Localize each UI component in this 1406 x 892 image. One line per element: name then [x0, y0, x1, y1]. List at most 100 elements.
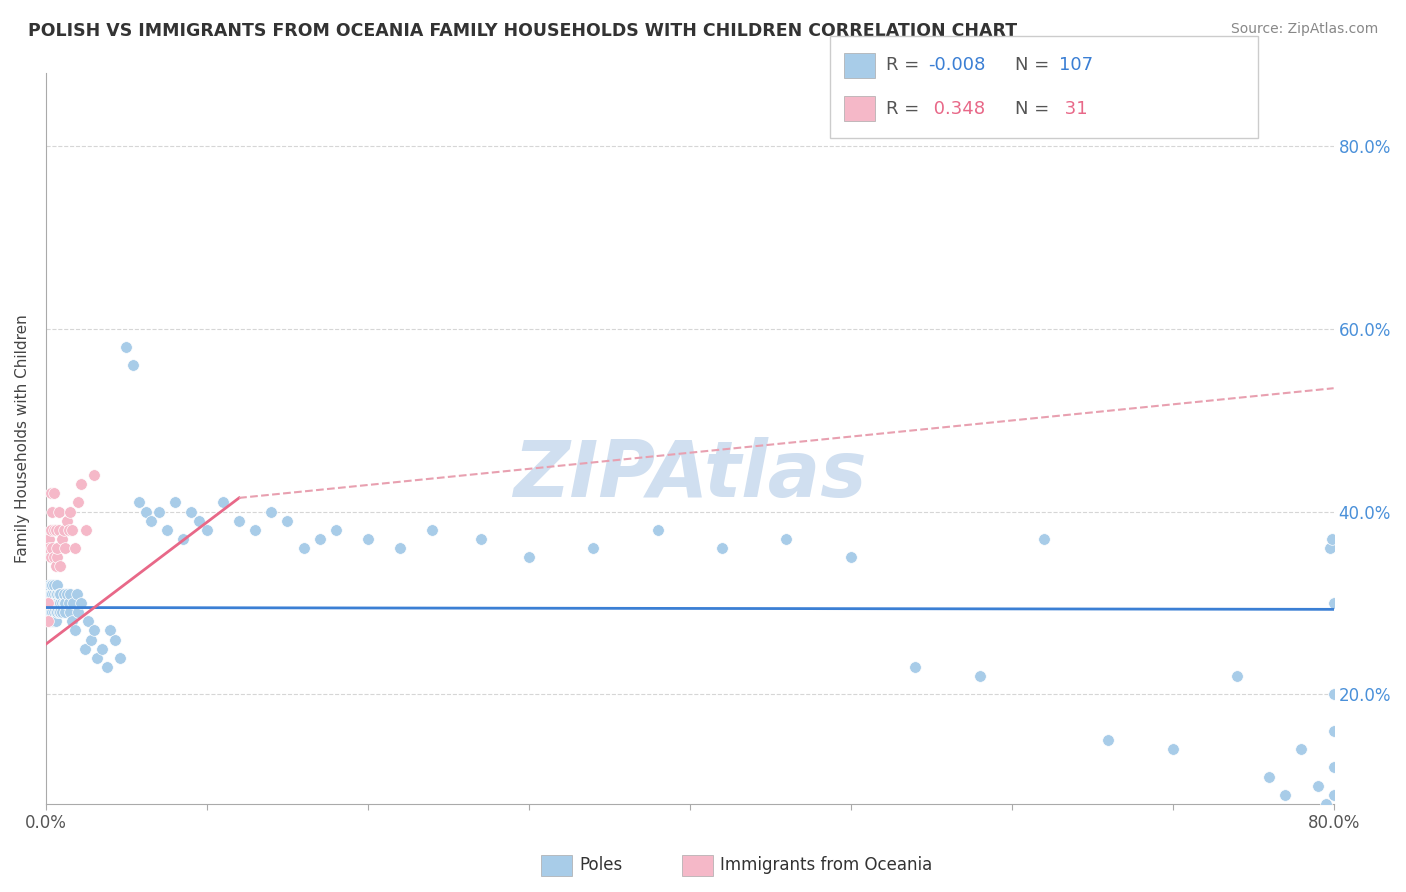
- Text: 107: 107: [1059, 56, 1092, 74]
- Point: [59, 605, 82, 619]
- Point: [37, 596, 59, 610]
- Point: [1291, 742, 1313, 756]
- Point: [775, 532, 797, 546]
- Point: [115, 340, 138, 354]
- Point: [65, 587, 87, 601]
- Point: [39, 596, 62, 610]
- Point: [1323, 687, 1346, 701]
- Point: [1323, 788, 1346, 802]
- Point: [45, 596, 67, 610]
- Point: [1315, 797, 1337, 811]
- Point: [212, 495, 235, 509]
- Point: [1323, 723, 1346, 738]
- Point: [42, 523, 65, 537]
- Point: [48, 587, 70, 601]
- Point: [517, 550, 540, 565]
- Point: [41, 596, 63, 610]
- Point: [91, 641, 114, 656]
- Point: [1323, 760, 1346, 774]
- Point: [80, 632, 103, 647]
- Point: [70, 596, 93, 610]
- Text: 31: 31: [1059, 100, 1087, 118]
- Point: [1274, 788, 1296, 802]
- Point: [53, 605, 76, 619]
- Point: [45, 614, 67, 628]
- Text: R =: R =: [886, 100, 925, 118]
- Point: [49, 605, 72, 619]
- Point: [59, 505, 82, 519]
- Point: [48, 505, 70, 519]
- Point: [62, 596, 84, 610]
- Point: [51, 596, 73, 610]
- Point: [39, 605, 62, 619]
- Point: [1258, 770, 1281, 784]
- Point: [647, 523, 669, 537]
- Point: [38, 596, 60, 610]
- Point: [41, 541, 63, 555]
- Point: [108, 650, 131, 665]
- Point: [139, 514, 162, 528]
- Point: [135, 505, 157, 519]
- Point: [59, 587, 82, 601]
- Point: [128, 495, 150, 509]
- Point: [96, 660, 118, 674]
- Point: [41, 505, 63, 519]
- Point: [58, 596, 80, 610]
- Point: [46, 550, 69, 565]
- Point: [52, 587, 75, 601]
- Point: [292, 541, 315, 555]
- Point: [1319, 541, 1341, 555]
- Point: [1306, 779, 1329, 793]
- Point: [51, 532, 73, 546]
- Point: [37, 605, 59, 619]
- Point: [38, 541, 60, 555]
- Point: [56, 587, 79, 601]
- Point: [1226, 669, 1249, 683]
- Point: [357, 532, 380, 546]
- Point: [969, 669, 991, 683]
- Point: [904, 660, 927, 674]
- Point: [45, 605, 67, 619]
- Point: [42, 587, 65, 601]
- Point: [1161, 742, 1184, 756]
- Point: [58, 523, 80, 537]
- Point: [156, 523, 179, 537]
- Point: [53, 541, 76, 555]
- Point: [41, 614, 63, 628]
- Point: [41, 577, 63, 591]
- Point: [122, 359, 145, 373]
- Point: [228, 514, 250, 528]
- Point: [48, 523, 70, 537]
- Text: N =: N =: [1015, 56, 1054, 74]
- Point: [46, 587, 69, 601]
- Point: [46, 605, 69, 619]
- Text: Source: ZipAtlas.com: Source: ZipAtlas.com: [1230, 22, 1378, 37]
- Text: N =: N =: [1015, 100, 1054, 118]
- Point: [76, 614, 98, 628]
- Point: [163, 495, 186, 509]
- Point: [172, 532, 194, 546]
- Point: [42, 577, 65, 591]
- Point: [49, 587, 72, 601]
- Point: [63, 624, 86, 638]
- Point: [45, 587, 67, 601]
- Point: [83, 468, 105, 483]
- Point: [51, 605, 73, 619]
- Point: [148, 505, 170, 519]
- Point: [46, 577, 69, 591]
- Point: [42, 605, 65, 619]
- Text: ZIPAtlas: ZIPAtlas: [513, 437, 866, 513]
- Text: R =: R =: [886, 56, 925, 74]
- Text: -0.008: -0.008: [928, 56, 986, 74]
- Point: [45, 559, 67, 574]
- Point: [39, 577, 62, 591]
- Point: [195, 523, 218, 537]
- Point: [470, 532, 492, 546]
- Point: [46, 596, 69, 610]
- Point: [325, 523, 347, 537]
- Point: [308, 532, 330, 546]
- Point: [53, 596, 76, 610]
- Point: [39, 486, 62, 500]
- Point: [38, 614, 60, 628]
- Point: [180, 505, 202, 519]
